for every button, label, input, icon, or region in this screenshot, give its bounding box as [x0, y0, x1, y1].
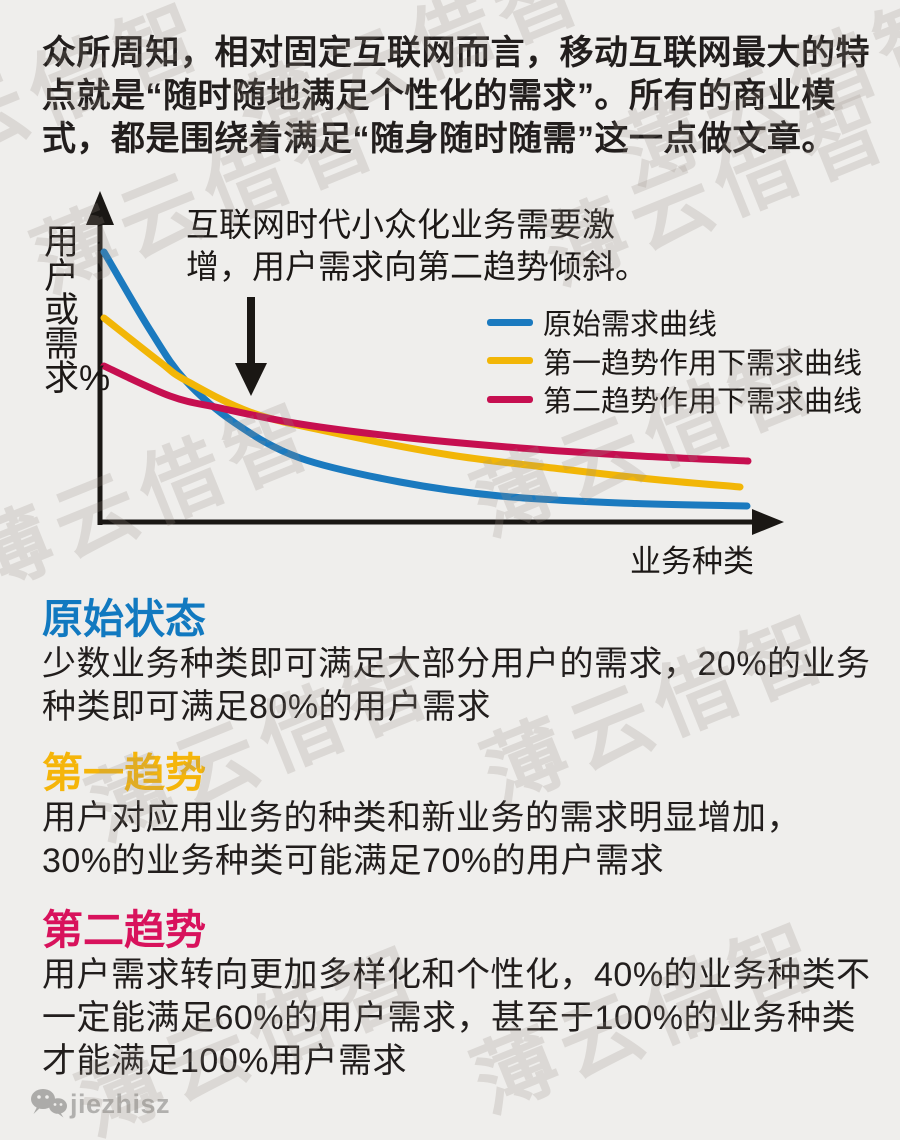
section-first-trend: 第一趋势 用户对应用业务的种类和新业务的需求明显增加， 30%的业务种类可能满足… — [42, 749, 872, 883]
legend-label: 第二趋势作用下需求曲线 — [543, 386, 863, 419]
section-heading-trend1: 第一趋势 — [42, 750, 206, 796]
section-original-state: 原始状态 少数业务种类即可满足大部分用户的需求，20%的业务 种类即可满足80%… — [42, 595, 872, 729]
x-axis-label: 业务种类 — [630, 544, 754, 579]
down-arrow-head-icon — [235, 363, 267, 396]
section-heading-trend2: 第二趋势 — [42, 907, 206, 953]
legend-row-trend1: 第一趋势作用下需求曲线 — [487, 342, 862, 381]
axes — [86, 191, 784, 535]
legend-label: 原始需求曲线 — [543, 309, 718, 342]
logo-text: jiezhisz — [70, 1089, 171, 1119]
annotation-line-2: 增，用户需求向第二趋势倾斜。 — [186, 248, 648, 285]
legend-label: 第一趋势作用下需求曲线 — [543, 347, 863, 380]
annotation-line-1: 互联网时代小众化业务需要激 — [186, 206, 615, 243]
x-axis-arrowhead — [752, 509, 784, 535]
legend-swatch-yellow — [487, 357, 533, 365]
intro-line-2: 点就是“随时随地满足个性化的需求”。所有的商业模 — [42, 77, 836, 115]
section-second-trend: 第二趋势 用户需求转向更加多样化和个性化，40%的业务种类不 一定能满足60%的… — [42, 906, 872, 1083]
section-heading-original: 原始状态 — [42, 596, 206, 642]
curve-第二趋势作用下需求曲线 — [100, 362, 752, 465]
body-line: 少数业务种类即可满足大部分用户的需求，20%的业务 — [42, 645, 871, 683]
body-line: 种类即可满足80%的用户需求 — [42, 688, 492, 726]
legend-row-original: 原始需求曲线 — [487, 303, 862, 342]
section-body: 用户对应用业务的种类和新业务的需求明显增加， 30%的业务种类可能满足70%的用… — [42, 797, 872, 883]
y-axis-arrowhead — [86, 191, 114, 225]
legend-swatch-red — [487, 395, 533, 403]
demand-curves-chart — [86, 191, 784, 535]
intro-line-1: 众所周知，相对固定互联网而言，移动互联网最大的特 — [42, 34, 870, 72]
curve-原始需求曲线 — [100, 248, 751, 510]
legend-row-trend2: 第二趋势作用下需求曲线 — [487, 380, 862, 419]
down-arrow — [247, 297, 255, 365]
intro-paragraph: 众所周知，相对固定互联网而言，移动互联网最大的特 点就是“随时随地满足个性化的需… — [42, 32, 876, 161]
section-body: 少数业务种类即可满足大部分用户的需求，20%的业务 种类即可满足80%的用户需求 — [42, 643, 872, 729]
demand-curves — [100, 248, 752, 510]
body-line: 用户对应用业务的种类和新业务的需求明显增加， — [42, 799, 801, 837]
section-body: 用户需求转向更加多样化和个性化，40%的业务种类不 一定能满足60%的用户需求，… — [42, 954, 872, 1083]
curve-第一趋势作用下需求曲线 — [100, 314, 744, 491]
body-line: 才能满足100%用户需求 — [42, 1042, 407, 1080]
intro-line-3: 式，都是围绕着满足“随身随时随需”这一点做文章。 — [42, 120, 836, 158]
wechat-icon — [31, 1089, 67, 1118]
chart-annotation: 互联网时代小众化业务需要激 增，用户需求向第二趋势倾斜。 — [186, 204, 648, 288]
body-line: 用户需求转向更加多样化和个性化，40%的业务种类不 — [42, 956, 871, 994]
legend-swatch-blue — [487, 318, 533, 326]
y-axis-label: 用户或需求% — [44, 223, 111, 398]
body-line: 30%的业务种类可能满足70%的用户需求 — [42, 842, 665, 880]
chart-legend: 原始需求曲线 第一趋势作用下需求曲线 第二趋势作用下需求曲线 — [487, 303, 862, 419]
body-line: 一定能满足60%的用户需求，甚至于100%的业务种类 — [42, 999, 857, 1037]
